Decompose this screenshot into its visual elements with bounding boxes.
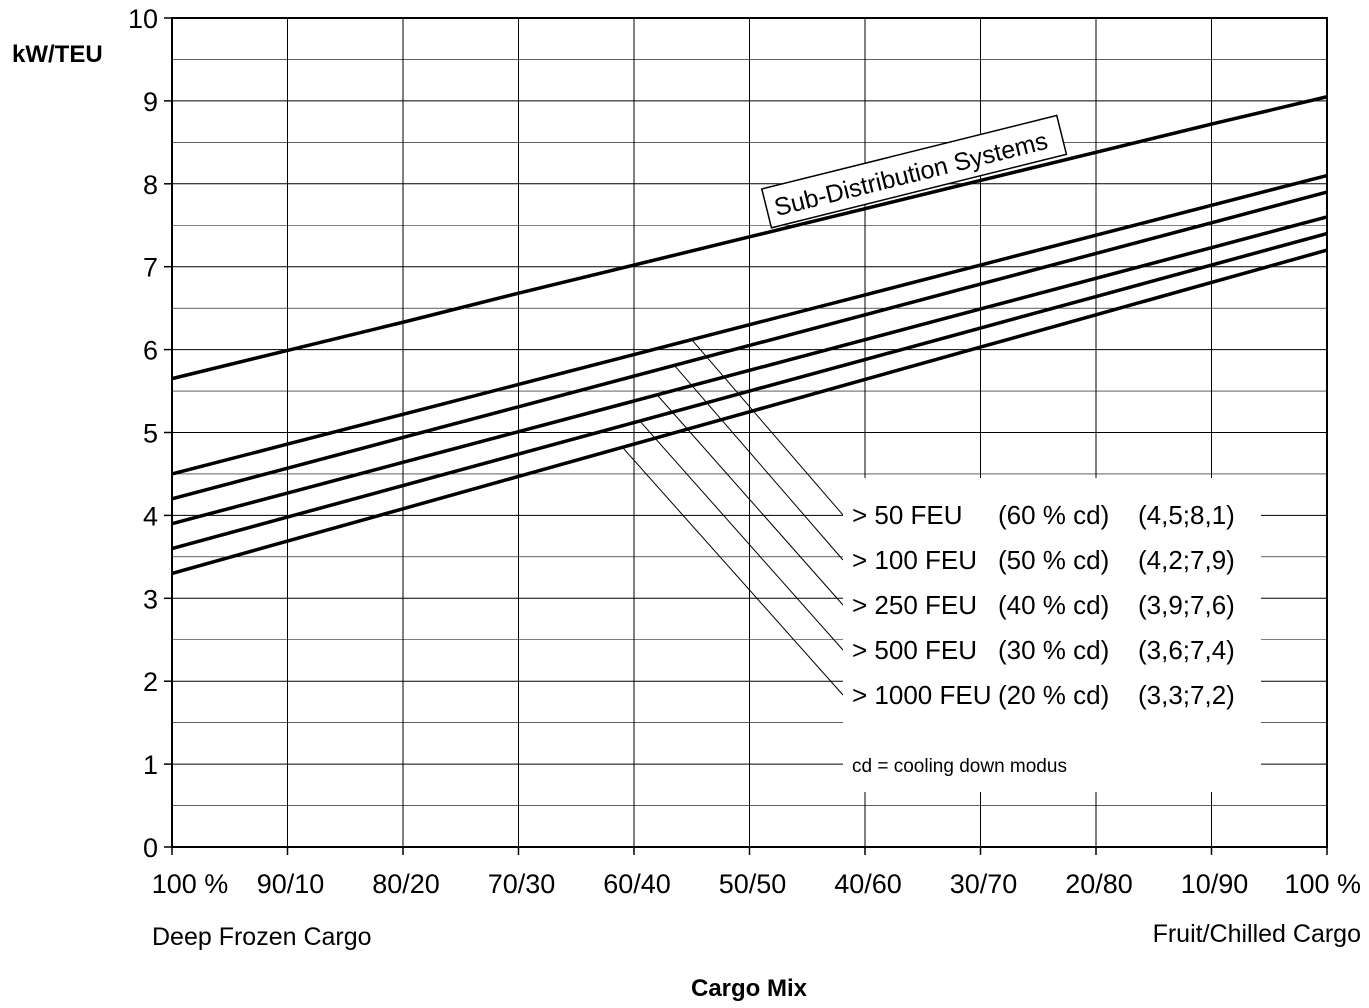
series-line [171, 215, 1328, 526]
legend-entry-name: > 50 FEU [852, 500, 963, 530]
x-tick-label: 40/60 [834, 869, 902, 899]
y-axis-ticks: 0 1 2 3 4 5 6 7 8 9 10 [128, 4, 172, 863]
legend-pointer-line [639, 420, 844, 651]
y-tick-label: 6 [143, 336, 158, 366]
legend-entry-range: (4,5;8,1) [1138, 500, 1235, 530]
legend-note: cd = cooling down modus [852, 756, 1067, 777]
legend: > 50 FEU (60 % cd) (4,5;8,1) > 100 FEU (50 %… [843, 478, 1261, 792]
legend-entries: > 50 FEU (60 % cd) (4,5;8,1) > 100 FEU (50 %… [852, 500, 1235, 710]
x-tick-label: 50/50 [719, 869, 787, 899]
legend-entry-range: (4,2;7,9) [1138, 545, 1235, 575]
series-lines [171, 95, 1328, 576]
y-tick-label: 10 [128, 4, 158, 34]
series-line [171, 190, 1328, 501]
legend-entry-cd: (40 % cd) [998, 590, 1109, 620]
legend-entry-name: > 500 FEU [852, 635, 977, 665]
y-tick-label: 7 [143, 253, 158, 283]
legend-entry-cd: (60 % cd) [998, 500, 1109, 530]
y-tick-label: 8 [143, 170, 158, 200]
x-tick-label: 60/40 [603, 869, 671, 899]
legend-entry-cd: (30 % cd) [998, 635, 1109, 665]
legend-pointer-line [622, 447, 844, 696]
legend-box [843, 478, 1261, 792]
x-tick-label: 90/10 [257, 869, 325, 899]
series-line [171, 248, 1328, 576]
x-axis-ticks: 100 % 90/10 80/20 70/30 60/40 50/50 40/60 30/70… [152, 847, 1361, 899]
series-line [171, 95, 1328, 381]
legend-pointer-lines [622, 339, 844, 696]
legend-entry-cd: (20 % cd) [998, 680, 1109, 710]
y-tick-label: 4 [143, 501, 158, 531]
x-tick-label: 30/70 [950, 869, 1018, 899]
y-tick-label: 1 [143, 750, 158, 780]
x-tick-label: 20/80 [1065, 869, 1133, 899]
legend-entry-range: (3,6;7,4) [1138, 635, 1235, 665]
series-line [171, 231, 1328, 551]
y-tick-label: 0 [143, 833, 158, 863]
y-tick-label: 3 [143, 584, 158, 614]
legend-pointer-line [656, 394, 844, 606]
legend-entry-cd: (50 % cd) [998, 545, 1109, 575]
y-axis-label: kW/TEU [12, 41, 103, 68]
legend-entry-name: > 100 FEU [852, 545, 977, 575]
legend-entry-name: > 250 FEU [852, 590, 977, 620]
x-axis-label: Cargo Mix [691, 975, 808, 1002]
legend-entry-range: (3,9;7,6) [1138, 590, 1235, 620]
legend-entry-name: > 1000 FEU [852, 680, 991, 710]
x-tick-label: 100 % [1284, 869, 1361, 899]
x-end-label-right: Fruit/Chilled Cargo [1153, 920, 1361, 948]
series-line [171, 173, 1328, 476]
sub-distribution-label-box [760, 114, 1068, 229]
x-end-label-left: Deep Frozen Cargo [152, 923, 372, 951]
x-tick-label: 10/90 [1181, 869, 1249, 899]
x-tick-label: 80/20 [372, 869, 440, 899]
y-tick-label: 9 [143, 87, 158, 117]
x-tick-label: 100 % [152, 869, 229, 899]
legend-entry-range: (3,3;7,2) [1138, 680, 1235, 710]
x-tick-label: 70/30 [488, 869, 556, 899]
y-tick-label: 2 [143, 667, 158, 697]
y-tick-label: 5 [143, 419, 158, 449]
legend-pointer-line [674, 365, 844, 561]
legend-pointer-line [691, 339, 844, 516]
